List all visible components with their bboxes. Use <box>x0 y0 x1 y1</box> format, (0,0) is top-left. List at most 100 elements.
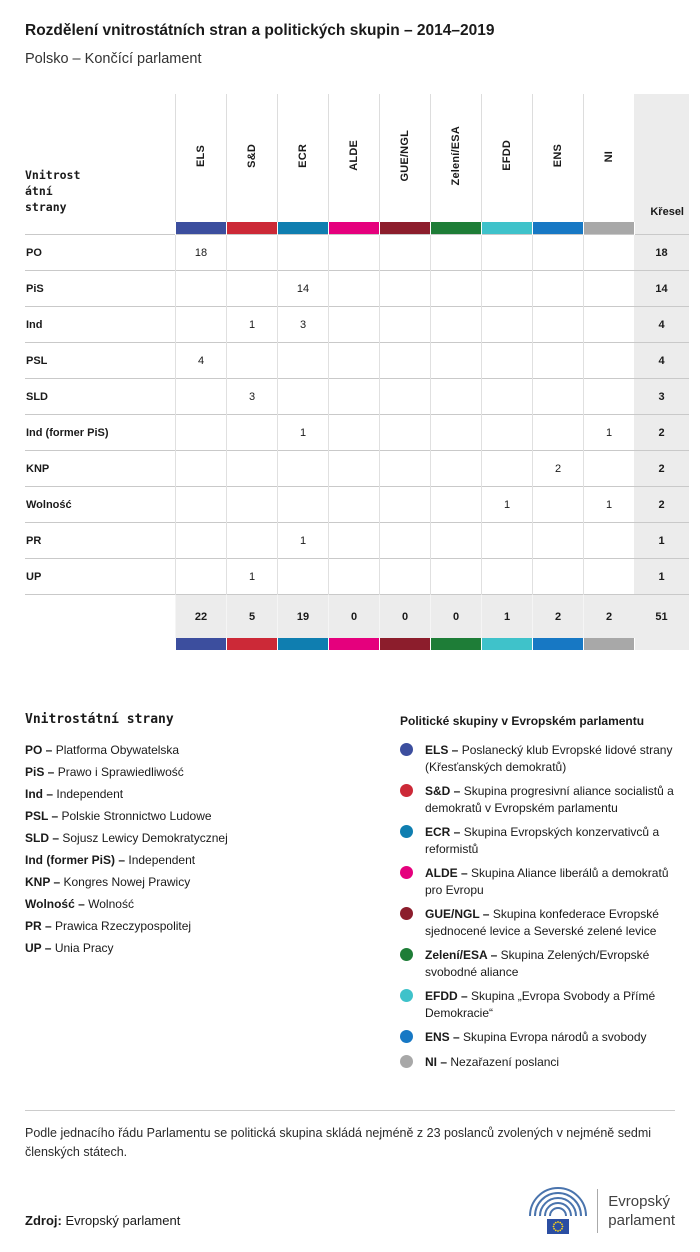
european-parliament-logo: Evropský parlament <box>527 1186 675 1236</box>
cell-po-zelen-esa <box>430 234 482 271</box>
seat-total: 2 <box>634 414 689 451</box>
column-header-s-d: S&D <box>226 94 278 222</box>
table-row-pis: PiS 14 14 <box>25 270 689 307</box>
table-row-psl: PSL 4 4 <box>25 342 689 379</box>
cell-up-efdd <box>481 558 533 595</box>
party-label: UP <box>25 558 176 595</box>
cell-po-ecr <box>277 234 329 271</box>
column-header-alde: ALDE <box>328 94 380 222</box>
column-header-efdd: EFDD <box>481 94 533 222</box>
color-bar-els <box>175 222 227 235</box>
column-total-els: 22 <box>175 594 227 638</box>
cell-pis-zelen-esa <box>430 270 482 307</box>
cell-wolno-zelen-esa <box>430 486 482 523</box>
legend-party-item: Ind (former PiS) – Independent <box>25 849 400 871</box>
cell-ind-former-pis-zelen-esa <box>430 414 482 451</box>
group-color-dot-zelen-esa <box>400 948 413 961</box>
cell-pr-ni <box>583 522 634 559</box>
legend-party-item: KNP – Kongres Nowej Prawicy <box>25 871 400 893</box>
cell-pr-alde <box>328 522 380 559</box>
color-bar-row-bottom <box>25 638 689 650</box>
color-bar-efdd <box>481 638 533 650</box>
cell-po-ens <box>532 234 584 271</box>
cell-psl-s-d <box>226 342 278 379</box>
legend-party-abbr: PSL – <box>25 809 59 823</box>
cell-wolno-ni: 1 <box>583 486 634 523</box>
party-label: PO <box>25 234 176 271</box>
legend-group-item: S&D – Skupina progresivní aliance social… <box>400 783 675 816</box>
cell-ind-former-pis-els <box>175 414 227 451</box>
cell-po-ni <box>583 234 634 271</box>
cell-ind-els <box>175 306 227 343</box>
cell-knp-s-d <box>226 450 278 487</box>
legend-group-item: Zelení/ESA – Skupina Zelených/Evropské s… <box>400 947 675 980</box>
group-legend-list: ELS – Poslanecký klub Evropské lidové st… <box>400 742 675 1070</box>
legend-party-name: Independent <box>56 787 124 801</box>
cell-wolno-gue-ngl <box>379 486 431 523</box>
legend-party-abbr: PiS – <box>25 765 55 779</box>
cell-up-zelen-esa <box>430 558 482 595</box>
cell-sld-alde <box>328 378 380 415</box>
party-label: Wolność <box>25 486 176 523</box>
cell-ind-ecr: 3 <box>277 306 329 343</box>
legend-party-name: Sojusz Lewicy Demokratycznej <box>62 831 228 845</box>
column-header-label: EFDD <box>501 140 513 171</box>
cell-psl-ens <box>532 342 584 379</box>
legend-group-item: ELS – Poslanecký klub Evropské lidové st… <box>400 742 675 775</box>
bar-spacer <box>25 222 176 235</box>
cell-ind-alde <box>328 306 380 343</box>
column-header-label: ECR <box>297 143 309 168</box>
table-row-wolno: Wolność 1 1 2 <box>25 486 689 523</box>
corner-label-line: átní <box>25 184 53 198</box>
legend-party-item: PSL – Polskie Stronnictwo Ludowe <box>25 805 400 827</box>
cell-po-els: 18 <box>175 234 227 271</box>
cell-ind-zelen-esa <box>430 306 482 343</box>
seats-column-bar <box>634 222 689 235</box>
legend-group-item: GUE/NGL – Skupina konfederace Evropské s… <box>400 906 675 939</box>
cell-pr-ens <box>532 522 584 559</box>
table-row-up: UP 1 1 <box>25 558 689 595</box>
cell-wolno-efdd: 1 <box>481 486 533 523</box>
legend-party-name: Independent <box>128 853 196 867</box>
legend-party-abbr: UP – <box>25 941 52 955</box>
party-label: Ind <box>25 306 176 343</box>
column-header-gue-ngl: GUE/NGL <box>379 94 431 222</box>
color-bar-ens <box>532 222 584 235</box>
cell-pis-efdd <box>481 270 533 307</box>
totals-spacer <box>25 594 176 638</box>
cell-wolno-ens <box>532 486 584 523</box>
legend-party-abbr: PR – <box>25 919 52 933</box>
cell-pr-zelen-esa <box>430 522 482 559</box>
cell-po-s-d <box>226 234 278 271</box>
page-subtitle: Polsko – Končící parlament <box>25 51 202 67</box>
group-color-dot-ni <box>400 1054 413 1068</box>
cell-psl-zelen-esa <box>430 342 482 379</box>
legend-groups-title: Politické skupiny v Evropském parlamentu <box>400 714 645 728</box>
cell-ind-former-pis-efdd <box>481 414 533 451</box>
logo-text-line1: Evropský <box>608 1193 670 1210</box>
seat-total: 2 <box>634 486 689 523</box>
distribution-table: Vnitrost átní strany ELS S&D ECR ALDE GUE/NG… <box>25 94 689 650</box>
color-bar-ni <box>583 638 635 650</box>
column-header-ens: ENS <box>532 94 584 222</box>
legend-party-item: UP – Unia Pracy <box>25 937 400 959</box>
footer-divider <box>25 1110 675 1111</box>
column-header-label: GUE/NGL <box>399 129 411 182</box>
column-header-els: ELS <box>175 94 227 222</box>
cell-psl-gue-ngl <box>379 342 431 379</box>
cell-up-ni <box>583 558 634 595</box>
cell-ind-former-pis-ens <box>532 414 584 451</box>
legend-party-abbr: Ind (former PiS) – <box>25 853 126 867</box>
table-row-sld: SLD 3 3 <box>25 378 689 415</box>
legend-group-abbr: EFDD – <box>425 989 468 1003</box>
seat-total: 18 <box>634 234 689 271</box>
column-total-alde: 0 <box>328 594 380 638</box>
cell-pr-els <box>175 522 227 559</box>
legend-group-abbr: Zelení/ESA – <box>425 948 498 962</box>
cell-sld-ni <box>583 378 634 415</box>
column-header-label: ELS <box>195 144 207 167</box>
cell-up-s-d: 1 <box>226 558 278 595</box>
legend-group-name: Skupina konfederace Evropské sjednocené … <box>425 907 659 938</box>
legend-group-name: Skupina Aliance liberálů a demokratů pro… <box>425 866 669 897</box>
